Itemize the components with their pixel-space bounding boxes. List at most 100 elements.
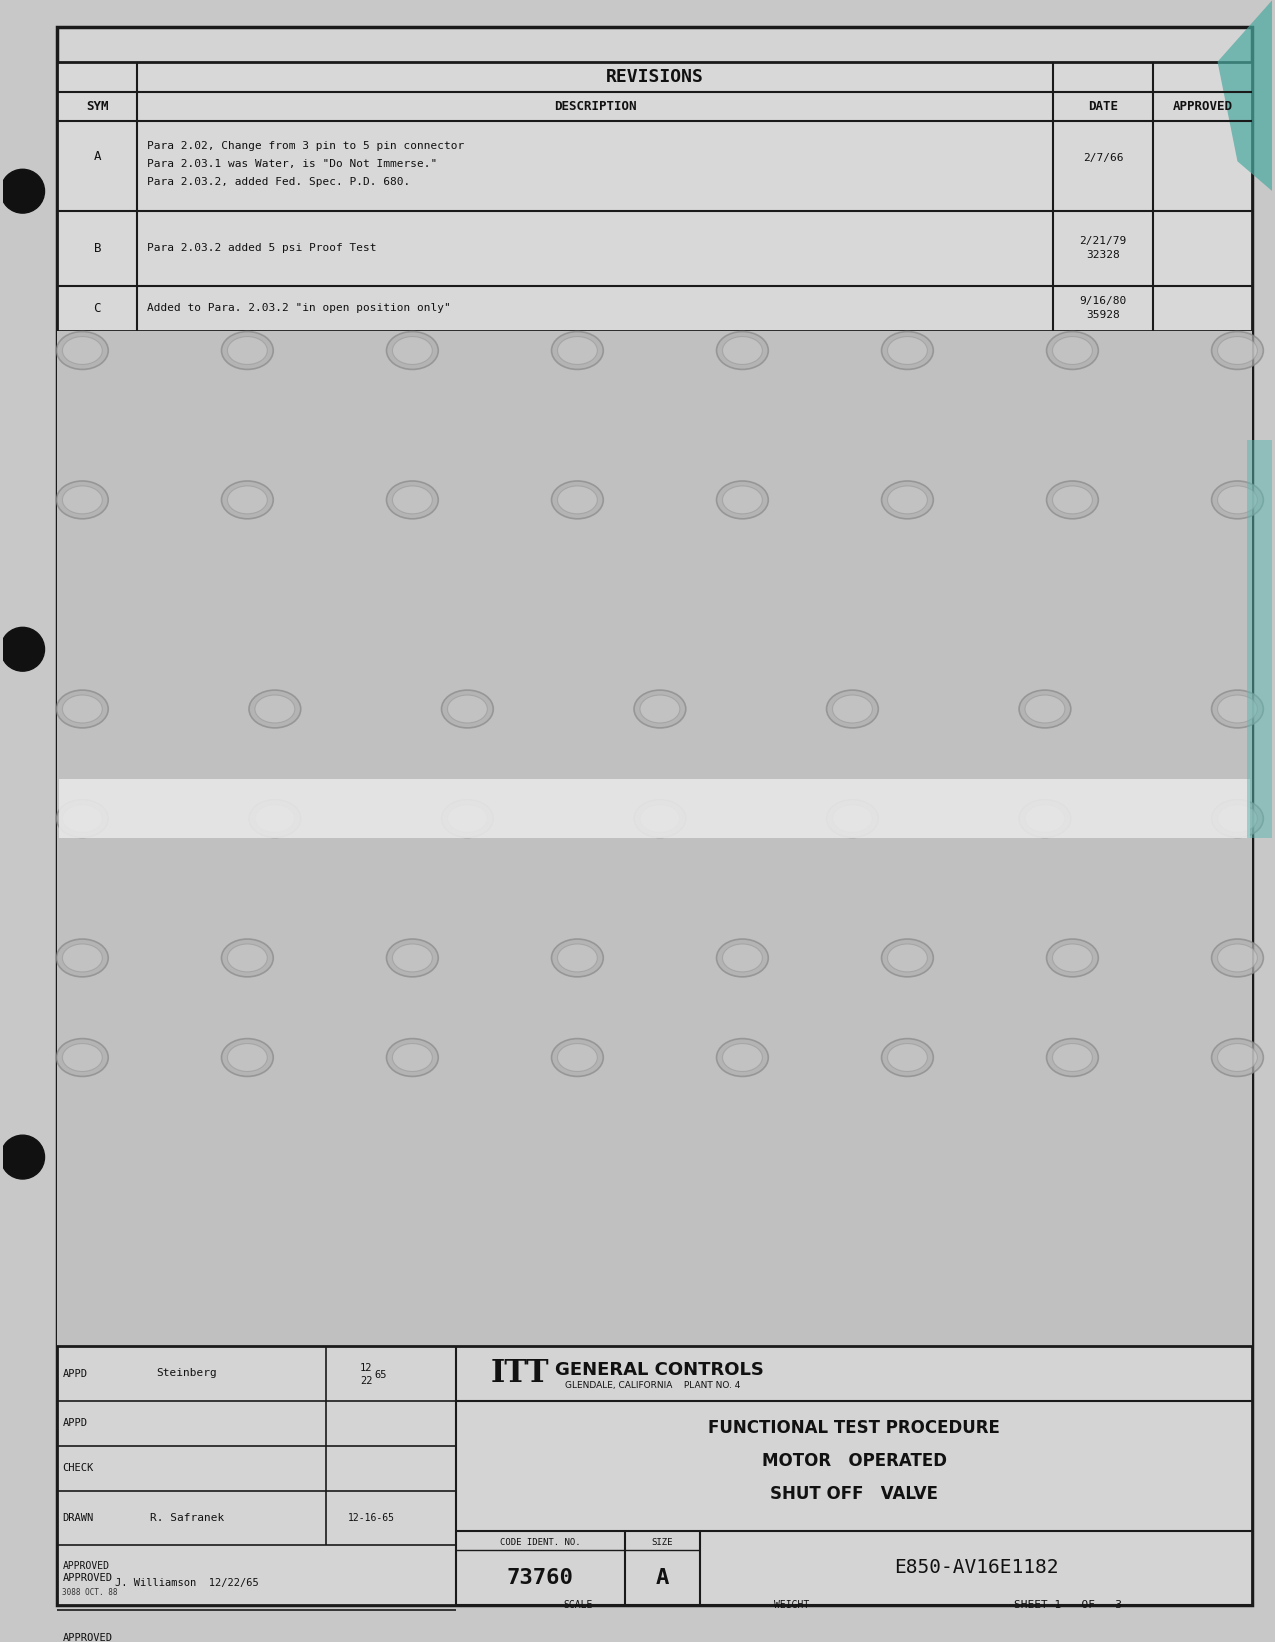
Ellipse shape: [634, 800, 686, 837]
Text: SHUT OFF   VALVE: SHUT OFF VALVE: [770, 1484, 938, 1502]
Text: APPROVED: APPROVED: [62, 1573, 112, 1583]
Ellipse shape: [552, 481, 603, 519]
Text: APPROVED: APPROVED: [1173, 100, 1233, 113]
Text: 73760: 73760: [507, 1568, 574, 1588]
Text: DRAWN: DRAWN: [62, 1512, 93, 1524]
Ellipse shape: [249, 800, 301, 837]
Ellipse shape: [62, 337, 102, 365]
Ellipse shape: [386, 481, 439, 519]
Text: DESCRIPTION: DESCRIPTION: [553, 100, 636, 113]
Ellipse shape: [1053, 337, 1093, 365]
Ellipse shape: [227, 337, 268, 365]
Ellipse shape: [640, 695, 680, 722]
Ellipse shape: [552, 332, 603, 369]
Polygon shape: [1218, 0, 1272, 190]
Ellipse shape: [56, 800, 108, 837]
Ellipse shape: [723, 1044, 762, 1072]
Ellipse shape: [717, 1039, 769, 1077]
Bar: [60, 778, 1251, 839]
Ellipse shape: [222, 939, 273, 977]
Text: 32328: 32328: [1086, 251, 1119, 261]
Ellipse shape: [1218, 944, 1257, 972]
Text: SIZE: SIZE: [652, 1539, 673, 1547]
Ellipse shape: [62, 486, 102, 514]
Ellipse shape: [833, 695, 872, 722]
Ellipse shape: [227, 486, 268, 514]
Ellipse shape: [386, 939, 439, 977]
Ellipse shape: [887, 1044, 927, 1072]
Ellipse shape: [634, 690, 686, 727]
Ellipse shape: [393, 944, 432, 972]
Ellipse shape: [393, 1044, 432, 1072]
Text: SYM: SYM: [85, 100, 108, 113]
Ellipse shape: [255, 805, 295, 832]
Ellipse shape: [557, 944, 597, 972]
Text: 65: 65: [375, 1369, 388, 1381]
Text: 22: 22: [360, 1376, 372, 1386]
Ellipse shape: [826, 690, 878, 727]
Ellipse shape: [249, 690, 301, 727]
Ellipse shape: [717, 332, 769, 369]
Ellipse shape: [222, 332, 273, 369]
Ellipse shape: [1218, 805, 1257, 832]
Ellipse shape: [222, 481, 273, 519]
Text: APPD: APPD: [62, 1419, 88, 1429]
Ellipse shape: [881, 1039, 933, 1077]
Ellipse shape: [887, 944, 927, 972]
Ellipse shape: [552, 1039, 603, 1077]
Ellipse shape: [62, 805, 102, 832]
Ellipse shape: [1047, 332, 1098, 369]
Text: B: B: [93, 241, 101, 255]
Text: ITT: ITT: [491, 1358, 550, 1389]
Text: R. Safranek: R. Safranek: [149, 1512, 224, 1524]
Ellipse shape: [1211, 481, 1264, 519]
Ellipse shape: [881, 481, 933, 519]
Text: Para 2.03.1 was Water, is "Do Not Immerse.": Para 2.03.1 was Water, is "Do Not Immers…: [147, 159, 437, 169]
Ellipse shape: [557, 337, 597, 365]
Ellipse shape: [1218, 1044, 1257, 1072]
Ellipse shape: [1218, 486, 1257, 514]
Bar: [1247, 440, 1272, 839]
Text: SCALE: SCALE: [564, 1601, 593, 1611]
Ellipse shape: [1019, 800, 1071, 837]
Ellipse shape: [1047, 1039, 1098, 1077]
Ellipse shape: [1218, 695, 1257, 722]
Ellipse shape: [393, 486, 432, 514]
Text: Added to Para. 2.03.2 "in open position only": Added to Para. 2.03.2 "in open position …: [147, 304, 451, 314]
Ellipse shape: [557, 486, 597, 514]
Ellipse shape: [717, 939, 769, 977]
Ellipse shape: [441, 690, 493, 727]
Ellipse shape: [723, 337, 762, 365]
Ellipse shape: [717, 481, 769, 519]
Ellipse shape: [1211, 332, 1264, 369]
Text: 9/16/80: 9/16/80: [1080, 296, 1127, 305]
Ellipse shape: [56, 1039, 108, 1077]
Text: WEIGHT: WEIGHT: [774, 1601, 810, 1611]
Ellipse shape: [557, 1044, 597, 1072]
Ellipse shape: [881, 939, 933, 977]
Text: E850-AV16E1182: E850-AV16E1182: [894, 1558, 1058, 1578]
Ellipse shape: [881, 332, 933, 369]
Text: 3088 OCT. 88: 3088 OCT. 88: [62, 1588, 117, 1598]
Text: 2/21/79: 2/21/79: [1080, 236, 1127, 246]
Text: SHEET 1   OF   3: SHEET 1 OF 3: [1014, 1601, 1122, 1611]
Text: REVISIONS: REVISIONS: [606, 67, 704, 85]
Ellipse shape: [1025, 805, 1065, 832]
Ellipse shape: [56, 481, 108, 519]
Ellipse shape: [386, 332, 439, 369]
Ellipse shape: [887, 486, 927, 514]
Text: Para 2.02, Change from 3 pin to 5 pin connector: Para 2.02, Change from 3 pin to 5 pin co…: [147, 141, 464, 151]
Ellipse shape: [1211, 939, 1264, 977]
Text: 35928: 35928: [1086, 310, 1119, 320]
Ellipse shape: [640, 805, 680, 832]
Circle shape: [1, 627, 45, 672]
Ellipse shape: [62, 944, 102, 972]
Ellipse shape: [255, 695, 295, 722]
Text: 12-16-65: 12-16-65: [348, 1512, 395, 1524]
Bar: [57, 62, 1252, 330]
Circle shape: [1, 1135, 45, 1179]
Ellipse shape: [227, 1044, 268, 1072]
Ellipse shape: [1211, 800, 1264, 837]
Text: Steinberg: Steinberg: [157, 1368, 217, 1378]
Ellipse shape: [723, 944, 762, 972]
